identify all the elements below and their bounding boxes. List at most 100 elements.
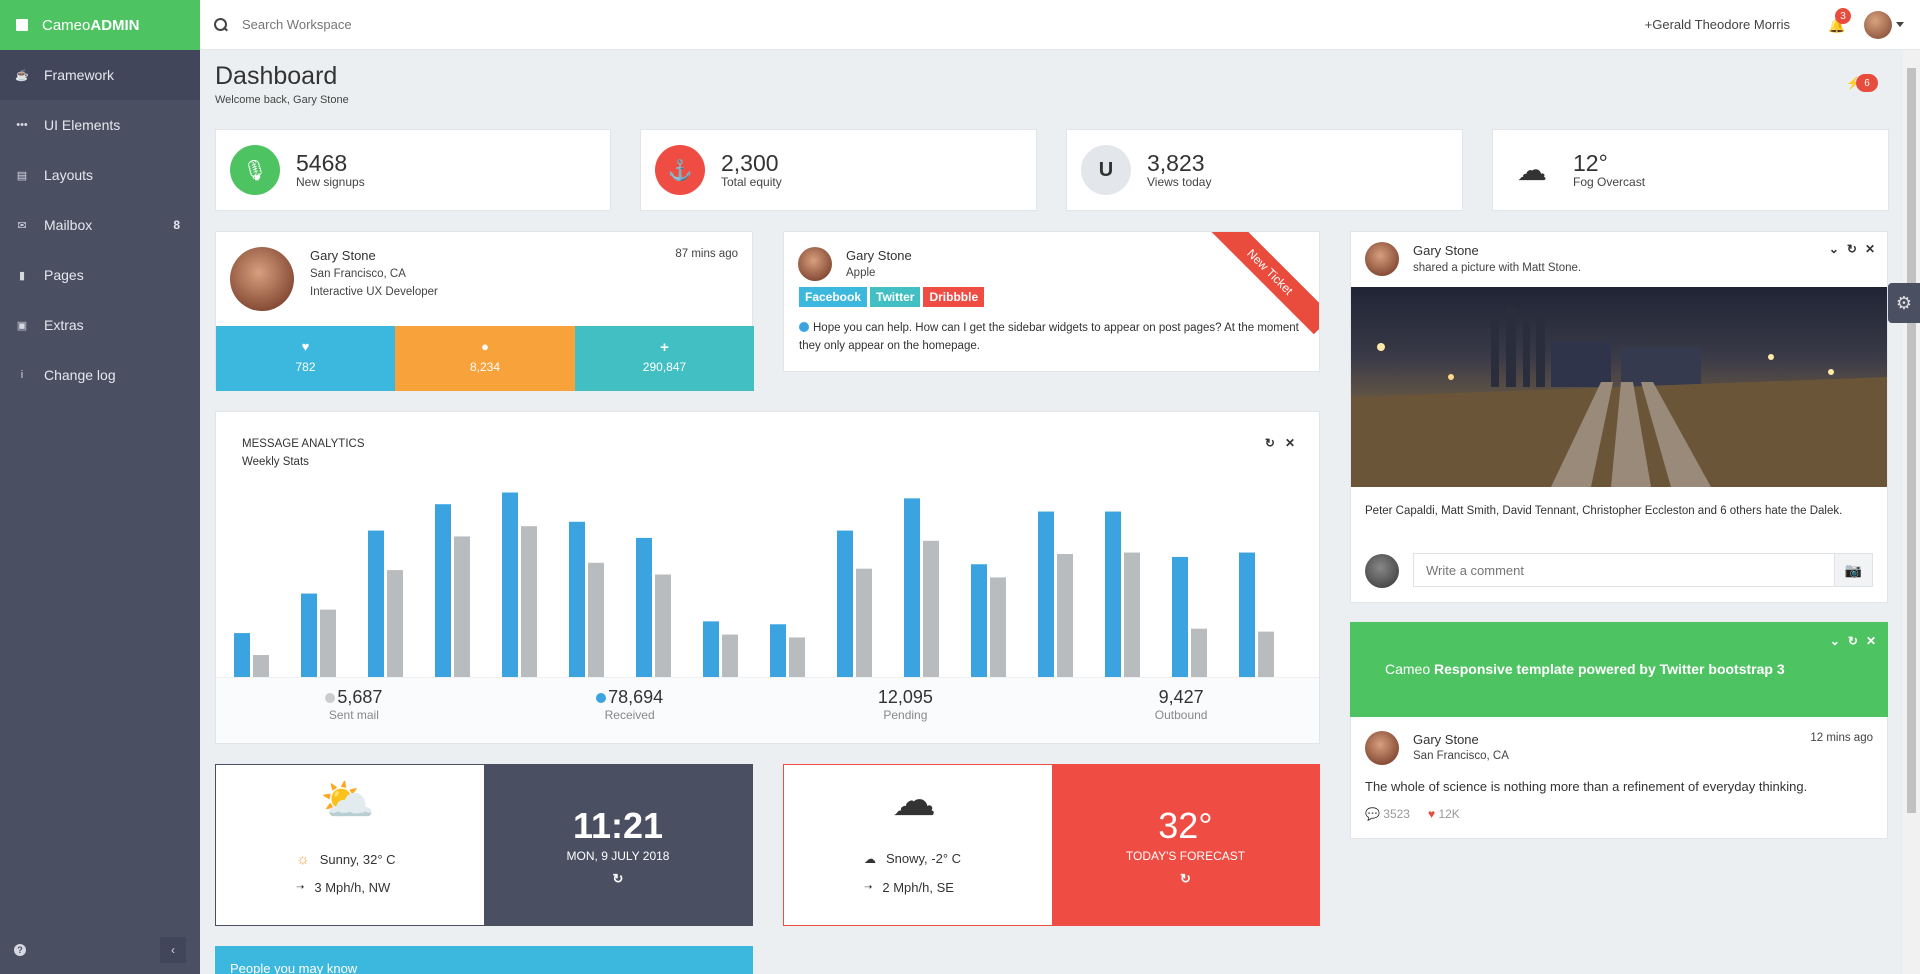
- message-analytics-card: MESSAGE ANALYTICS Weekly Stats ↻ ✕ 5,687…: [215, 411, 1320, 744]
- refresh-icon[interactable]: ↻: [1846, 242, 1857, 256]
- anchor-icon: ⚓: [655, 145, 705, 195]
- counter-add[interactable]: + 290,847: [575, 326, 754, 391]
- sidebar-item-layouts[interactable]: ▤ Layouts: [0, 150, 200, 200]
- sun-icon: ☼: [296, 851, 310, 868]
- sidebar-item-framework[interactable]: ☕ Framework: [0, 50, 200, 100]
- comments-count: 3523: [1383, 807, 1410, 821]
- avatar: [230, 247, 294, 311]
- refresh-icon[interactable]: ↻: [1847, 634, 1858, 648]
- chart-bar: [301, 593, 317, 677]
- tag-facebook[interactable]: Facebook: [799, 287, 868, 307]
- close-icon[interactable]: ✕: [1864, 242, 1875, 256]
- avatar[interactable]: [1864, 11, 1892, 39]
- weather-wind-row: ➝ 2 Mph/h, SE: [864, 880, 954, 895]
- stat-value: 5468: [296, 150, 348, 176]
- camera-icon[interactable]: 📷: [1834, 554, 1872, 586]
- promo-prefix: Cameo: [1385, 661, 1435, 677]
- likes-count: 12K: [1438, 807, 1460, 821]
- stat-value: 2,300: [721, 150, 779, 176]
- sidebar-item-change-log[interactable]: i Change log: [0, 350, 200, 400]
- likes-button[interactable]: ♥ 12K: [1428, 807, 1460, 821]
- chart-bar: [234, 633, 250, 677]
- refresh-icon[interactable]: ↻: [1264, 436, 1275, 450]
- tag-dribbble[interactable]: Dribbble: [923, 287, 985, 307]
- chart-bar: [1191, 628, 1207, 677]
- heart-icon: ♥: [301, 339, 310, 354]
- refresh-icon[interactable]: ↻: [612, 871, 624, 886]
- sidebar-item-label: Framework: [44, 67, 115, 83]
- sidebar-item-label: Change log: [44, 367, 116, 383]
- forecast-label: TODAY'S FORECAST: [1125, 849, 1246, 863]
- user-icon: ●: [481, 339, 489, 354]
- chart-bar: [837, 530, 853, 677]
- partly-cloudy-icon: ⛅: [320, 776, 375, 825]
- summary-value: 9,427: [1158, 687, 1204, 707]
- stat-label: Fog Overcast: [1573, 175, 1646, 189]
- brand-prefix: Cameo: [42, 16, 91, 34]
- mailbox-badge: 8: [173, 218, 180, 232]
- brand-bold: ADMIN: [90, 16, 140, 34]
- weather-clock-card: ⛅ ☼ Sunny, 32° C ➝ 3 Mph/h, NW 11:21 MON, …: [215, 764, 753, 926]
- search-icon[interactable]: [214, 17, 228, 32]
- weather-forecast-card: ☁ ☁ Snowy, -2° C ➝ 2 Mph/h, SE 32° TODAY'S…: [783, 764, 1320, 926]
- user-name-link[interactable]: +Gerald Theodore Morris: [1644, 17, 1790, 32]
- collapse-sidebar-button[interactable]: ‹: [160, 937, 186, 963]
- sidebar-item-pages[interactable]: ▮ Pages: [0, 250, 200, 300]
- search-input[interactable]: [242, 17, 542, 32]
- sidebar-item-extras[interactable]: ▣ Extras: [0, 300, 200, 350]
- heart-icon: ♥: [1427, 807, 1439, 821]
- counter-value: 8,234: [469, 360, 501, 374]
- avatar: [798, 247, 832, 281]
- summary-outbound: 9,427 Outbound: [1043, 678, 1319, 743]
- ticket-message: Hope you can help. How can I get the sid…: [799, 319, 1309, 355]
- sidebar-item-ui-elements[interactable]: ••• UI Elements: [0, 100, 200, 150]
- chart-bar: [1172, 556, 1188, 677]
- help-icon[interactable]: ?: [14, 944, 26, 956]
- chevron-down-icon[interactable]: [1896, 22, 1904, 27]
- microphone-icon: 🎙: [230, 145, 280, 195]
- settings-gear-button[interactable]: ⚙: [1888, 283, 1920, 323]
- sidebar-item-label: Pages: [44, 267, 84, 283]
- weather-wind: 3 Mph/h, NW: [314, 880, 391, 895]
- weather-snow: ☁ ☁ Snowy, -2° C ➝ 2 Mph/h, SE: [784, 765, 1052, 925]
- profile-location: San Francisco, CA: [310, 268, 406, 280]
- counter-value: 290,847: [642, 360, 687, 374]
- legend-dot: [596, 693, 607, 703]
- page-scrollbar[interactable]: [1903, 50, 1920, 974]
- brand-logo[interactable]: Cameo ADMIN: [0, 0, 200, 50]
- gift-icon: ▣: [16, 319, 28, 332]
- chevron-down-icon[interactable]: ⌄: [1828, 242, 1839, 256]
- chart-bar: [1258, 631, 1274, 677]
- sidebar-item-mailbox[interactable]: ✉ Mailbox 8: [0, 200, 200, 250]
- summary-sent: 5,687 Sent mail: [216, 678, 492, 743]
- avatar: [1365, 554, 1399, 588]
- refresh-icon[interactable]: ↻: [1180, 871, 1191, 886]
- close-icon[interactable]: ✕: [1284, 436, 1295, 450]
- notification-badge: 3: [1835, 8, 1851, 24]
- quote-author: Gary Stone: [1413, 732, 1479, 747]
- comment-box: 📷: [1413, 553, 1873, 587]
- close-icon[interactable]: ✕: [1865, 634, 1876, 648]
- sidebar: Cameo ADMIN ☕ Framework ••• UI Elements ▤…: [0, 0, 200, 974]
- counter-followers[interactable]: ● 8,234: [395, 326, 575, 391]
- envelope-icon: ✉: [17, 219, 27, 232]
- cloud-snow-icon: ☁: [892, 776, 936, 825]
- scrollbar-thumb[interactable]: [1907, 68, 1916, 813]
- page-subtitle: Welcome back, Gary Stone: [215, 94, 349, 106]
- comment-input[interactable]: [1414, 554, 1834, 586]
- chart-bar: [789, 637, 805, 677]
- summary-value: 5,687: [337, 687, 383, 707]
- layout-icon: ▤: [16, 169, 28, 182]
- post-caption: Peter Capaldi, Matt Smith, David Tennant…: [1365, 505, 1843, 517]
- social-post-card: Gary Stone shared a picture with Matt St…: [1350, 231, 1888, 603]
- people-title: People you may know: [230, 961, 358, 974]
- counter-likes[interactable]: ♥ 782: [216, 326, 395, 391]
- comments-button[interactable]: 💬 3523: [1365, 807, 1410, 821]
- chevron-down-icon[interactable]: ⌄: [1829, 634, 1840, 648]
- sidebar-item-label: Mailbox: [44, 217, 93, 233]
- tag-twitter[interactable]: Twitter: [870, 287, 921, 307]
- ellipsis-icon: •••: [16, 119, 28, 131]
- chart-bar: [569, 521, 585, 677]
- plus-icon: +: [660, 339, 669, 356]
- chart-bar: [923, 540, 939, 677]
